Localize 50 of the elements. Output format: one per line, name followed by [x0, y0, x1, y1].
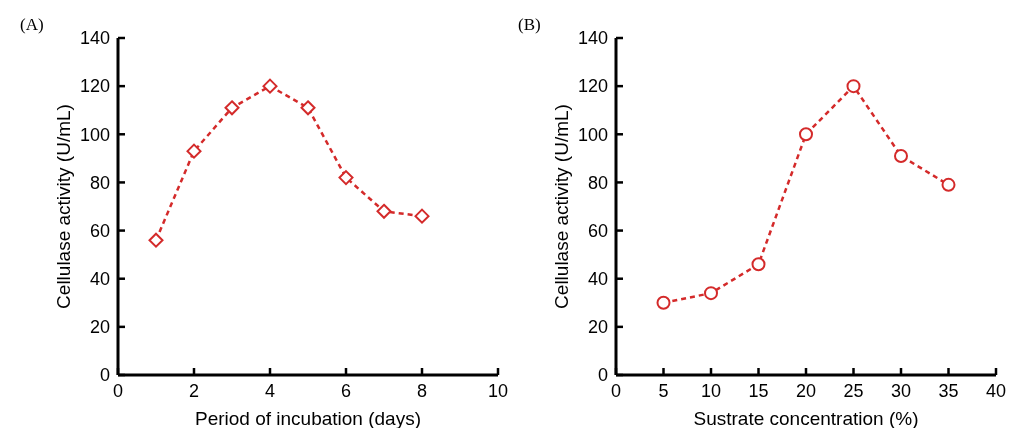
chart-title: (B): [518, 15, 541, 34]
point: [148, 232, 164, 248]
y-tick-label: 60: [587, 220, 608, 241]
point: [338, 170, 354, 186]
x-tick-label: 30: [890, 381, 912, 401]
x-tick-label: 0: [610, 381, 622, 401]
y-tick-label: 80: [587, 172, 608, 193]
x-tick-label: 25: [843, 381, 864, 401]
x-tick-label: 8: [416, 381, 428, 401]
x-tick-label: 40: [985, 381, 1007, 401]
point: [300, 100, 316, 116]
y-axis-title: Cellulase activity (U/mL): [551, 104, 572, 309]
x-tick-label: 0: [112, 381, 124, 401]
y-tick-label: 100: [79, 124, 110, 145]
y-tick-label: 120: [79, 76, 110, 97]
point: [186, 143, 202, 159]
point: [846, 79, 861, 94]
x-tick-label: 10: [700, 381, 722, 401]
point: [704, 286, 718, 301]
y-tick-label: 60: [89, 220, 110, 241]
point: [799, 127, 813, 142]
point: [376, 203, 392, 219]
x-tick-label: 10: [487, 381, 509, 401]
chart-title: (A): [20, 15, 44, 34]
y-tick-label: 20: [89, 317, 110, 338]
y-tick-label: 80: [89, 172, 110, 193]
point: [941, 177, 956, 192]
point: [656, 295, 671, 310]
x-tick-label: 35: [938, 381, 959, 401]
point: [224, 100, 240, 116]
x-tick-label: 5: [658, 381, 669, 401]
y-tick-label: 0: [597, 365, 608, 386]
x-tick-label: 20: [795, 381, 817, 401]
y-tick-label: 40: [89, 269, 110, 290]
point: [262, 78, 278, 94]
y-tick-label: 0: [99, 365, 110, 386]
x-tick-label: 2: [188, 381, 200, 401]
y-tick-label: 140: [79, 28, 110, 49]
y-tick-label: 120: [577, 76, 608, 97]
x-tick-label: 15: [748, 381, 769, 401]
x-tick-label: 6: [340, 381, 352, 401]
y-tick-label: 20: [587, 317, 608, 338]
x-tick-label: 4: [264, 381, 276, 401]
y-tick-label: 100: [577, 124, 608, 145]
y-tick-label: 140: [577, 28, 608, 49]
point: [894, 148, 908, 163]
point: [414, 208, 430, 224]
y-tick-label: 40: [587, 269, 608, 290]
y-axis-title: Cellulase activity (U/mL): [53, 104, 74, 309]
point: [751, 257, 766, 272]
